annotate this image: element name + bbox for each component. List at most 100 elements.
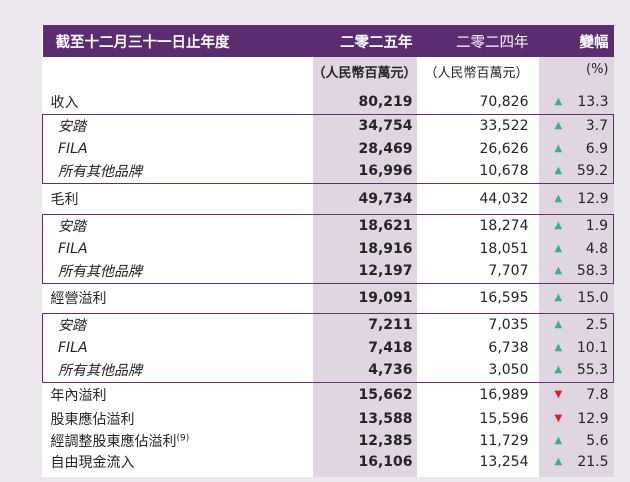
change-value: 13.3: [577, 93, 609, 110]
header-year-2024: 二零二四年: [456, 34, 529, 51]
row-label: 年內溢利: [50, 388, 107, 405]
value-2024: 7,707: [416, 260, 539, 284]
row-label: 安踏: [58, 317, 86, 334]
value-2024: 6,738: [416, 336, 539, 359]
change-triangle-icon: ▲: [554, 341, 563, 353]
value-2025: 18,621: [312, 213, 417, 237]
value-2025: 18,916: [312, 237, 417, 260]
row-label: 毛利: [50, 191, 79, 208]
header-change: 變幅: [579, 34, 609, 51]
value-2025: 12,197: [312, 260, 417, 284]
row-label: 經調整股東應佔溢利: [50, 434, 177, 450]
change-value: 15.0: [577, 290, 609, 306]
footnote-ref: (9): [176, 433, 190, 444]
table-header-row: 截至十二月三十一日止年度 二零二五年 二零二四年 變幅: [42, 25, 614, 57]
row-label: 自由現金流入: [50, 455, 135, 471]
change-triangle-icon: ▲: [554, 318, 563, 330]
row-label: FILA: [58, 140, 88, 157]
value-2024: 26,626: [416, 137, 539, 160]
row-label: 經營溢利: [50, 291, 107, 307]
table-row: 自由現金流入 16,106 13,254 ▲ 21.5: [43, 452, 614, 477]
change-triangle-icon: ▲: [554, 142, 563, 154]
row-label: 所有其他品牌: [58, 264, 142, 281]
value-2024: 10,678: [416, 160, 539, 184]
value-2025: 80,219: [312, 90, 417, 114]
value-2025: 34,754: [312, 113, 417, 137]
change-value: 3.7: [585, 117, 608, 134]
unit-2024: （人民幣百萬元）: [416, 57, 539, 90]
table-row: 安踏 18,621 18,274 ▲ 1.9: [42, 213, 614, 237]
value-2024: 16,595: [416, 283, 539, 313]
unit-percent: (%): [586, 62, 609, 77]
row-label: 安踏: [58, 118, 86, 135]
table-row: 安踏 34,754 33,522 ▲ 3.7: [42, 113, 614, 137]
value-2024: 70,826: [416, 90, 539, 114]
row-label: 股東應佔溢利: [50, 412, 135, 428]
change-triangle-icon: ▲: [554, 364, 563, 376]
value-2024: 18,051: [416, 237, 539, 260]
row-label: 安踏: [58, 218, 86, 235]
value-2025: 15,662: [312, 382, 417, 408]
change-value: 12.9: [577, 411, 609, 427]
change-triangle-icon: ▼: [554, 389, 563, 401]
value-2024: 11,729: [416, 430, 539, 452]
change-triangle-icon: ▲: [554, 292, 563, 303]
row-label: 所有其他品牌: [58, 164, 142, 181]
change-value: 2.5: [585, 316, 608, 333]
value-2025: 19,091: [312, 283, 417, 313]
value-2025: 13,588: [312, 408, 417, 430]
value-2024: 44,032: [416, 183, 539, 214]
financial-highlights-table: 截至十二月三十一日止年度 二零二五年 二零二四年 變幅 （人民幣百萬元） （人民…: [42, 25, 614, 477]
change-value: 1.9: [585, 217, 608, 234]
change-value: 55.3: [576, 362, 608, 379]
row-label: FILA: [58, 339, 88, 356]
header-year-2025: 二零二五年: [340, 34, 413, 51]
unit-2025: （人民幣百萬元）: [312, 57, 417, 90]
row-label: 收入: [50, 94, 79, 111]
change-triangle-icon: ▲: [554, 95, 563, 107]
value-2024: 13,254: [416, 452, 539, 477]
value-2024: 7,035: [416, 312, 539, 336]
table-row: 安踏 7,211 7,035 ▲ 2.5: [42, 312, 614, 336]
unit-row: （人民幣百萬元） （人民幣百萬元） (%): [43, 57, 614, 90]
value-2024: 16,989: [416, 382, 539, 408]
table-row: 所有其他品牌 4,736 3,050 ▲ 55.3: [42, 359, 614, 383]
value-2025: 4,736: [312, 359, 417, 383]
change-value: 10.1: [576, 339, 608, 356]
change-value: 59.2: [576, 163, 608, 180]
change-triangle-icon: ▲: [554, 119, 563, 131]
value-2025: 12,385: [312, 430, 417, 452]
header-period-label: 截至十二月三十一日止年度: [55, 34, 230, 51]
change-triangle-icon: ▲: [554, 435, 563, 446]
table-row: FILA 28,469 26,626 ▲ 6.9: [42, 137, 614, 160]
change-triangle-icon: ▲: [554, 219, 563, 231]
value-2024: 15,596: [416, 408, 539, 430]
row-label: 所有其他品牌: [58, 363, 142, 380]
value-2024: 18,274: [416, 213, 539, 237]
change-value: 6.9: [585, 140, 608, 157]
value-2025: 7,418: [312, 336, 417, 359]
table-row: 毛利 49,734 44,032 ▲ 12.9: [43, 183, 614, 214]
change-triangle-icon: ▲: [554, 192, 563, 204]
change-triangle-icon: ▲: [554, 265, 563, 277]
value-2025: 28,469: [312, 137, 417, 160]
table-row: FILA 18,916 18,051 ▲ 4.8: [42, 237, 614, 260]
table-row: 所有其他品牌 12,197 7,707 ▲ 58.3: [42, 260, 614, 284]
table-row: 年內溢利 15,662 16,989 ▼ 7.8: [43, 382, 614, 408]
change-triangle-icon: ▲: [554, 165, 563, 177]
change-triangle-icon: ▲: [554, 242, 563, 254]
unit-change: (%): [538, 57, 614, 90]
value-2024: 3,050: [416, 359, 539, 383]
change-value: 4.8: [585, 240, 608, 257]
change-triangle-icon: ▼: [554, 413, 563, 424]
change-value: 7.8: [586, 387, 609, 404]
value-2025: 49,734: [312, 183, 417, 214]
table-row: 收入 80,219 70,826 ▲ 13.3: [43, 90, 614, 114]
value-2025: 16,996: [312, 160, 417, 184]
change-value: 12.9: [577, 190, 609, 207]
table-row: 經營溢利 19,091 16,595 ▲ 15.0: [43, 283, 614, 313]
change-value: 58.3: [576, 263, 608, 280]
table-row: FILA 7,418 6,738 ▲ 10.1: [42, 336, 614, 359]
value-2025: 16,106: [312, 452, 417, 477]
